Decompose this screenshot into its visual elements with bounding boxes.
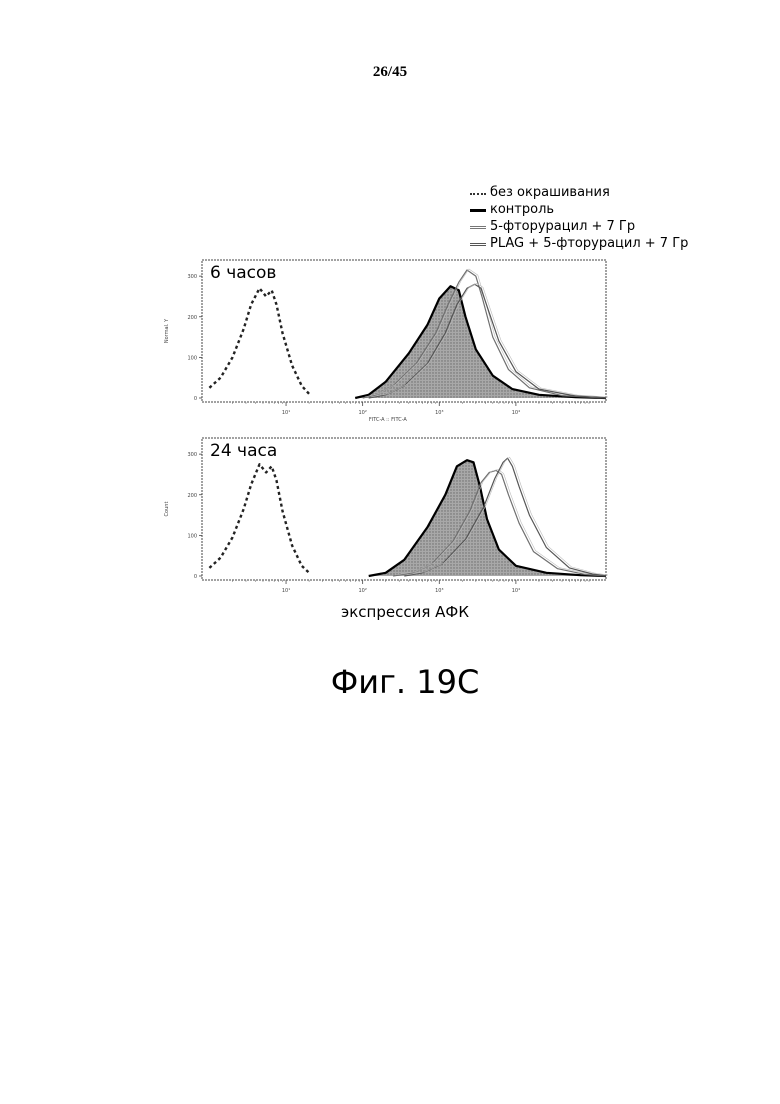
- figure-title: Фиг. 19C: [0, 663, 780, 701]
- x-tick-label: 10²: [358, 410, 366, 416]
- x-tick-label: 10³: [435, 410, 443, 416]
- y-tick-label: 100: [187, 533, 197, 539]
- series-fill-control: [355, 286, 606, 398]
- panel-title: 24 часа: [210, 441, 277, 461]
- histogram-panel: 0 100 200 300Normal. Y10¹ 10² 10³ 10⁴FITC-A ::…: [164, 260, 608, 423]
- y-axis-label: Count: [164, 502, 170, 517]
- x-tick-label: 10⁴: [512, 410, 520, 416]
- x-tick-label: 10¹: [282, 588, 290, 594]
- x-axis-small-label: FITC-A :: FITC-A: [369, 417, 408, 423]
- y-tick-label: 0: [194, 396, 197, 402]
- x-axis-label: экспрессия АФК: [0, 603, 780, 621]
- x-tick-label: 10³: [435, 588, 443, 594]
- y-tick-label: 0: [194, 574, 197, 580]
- x-tick-label: 10²: [358, 588, 366, 594]
- y-tick-label: 200: [187, 315, 197, 321]
- y-tick-label: 300: [187, 452, 197, 458]
- histogram-panel: 0 100 200 300 Count 10¹ 10² 10³ 10⁴ 24 часа: [164, 438, 608, 594]
- y-tick-label: 200: [187, 493, 197, 499]
- y-tick-label: 100: [187, 355, 197, 361]
- x-tick-label: 10¹: [282, 410, 290, 416]
- series-line-unstained: [209, 464, 309, 573]
- x-tick-label: 10⁴: [512, 588, 520, 594]
- y-tick-label: 300: [187, 274, 197, 280]
- series-line-unstained: [209, 288, 309, 394]
- panel-title: 6 часов: [210, 263, 276, 283]
- y-axis-label: Normal. Y: [164, 318, 170, 343]
